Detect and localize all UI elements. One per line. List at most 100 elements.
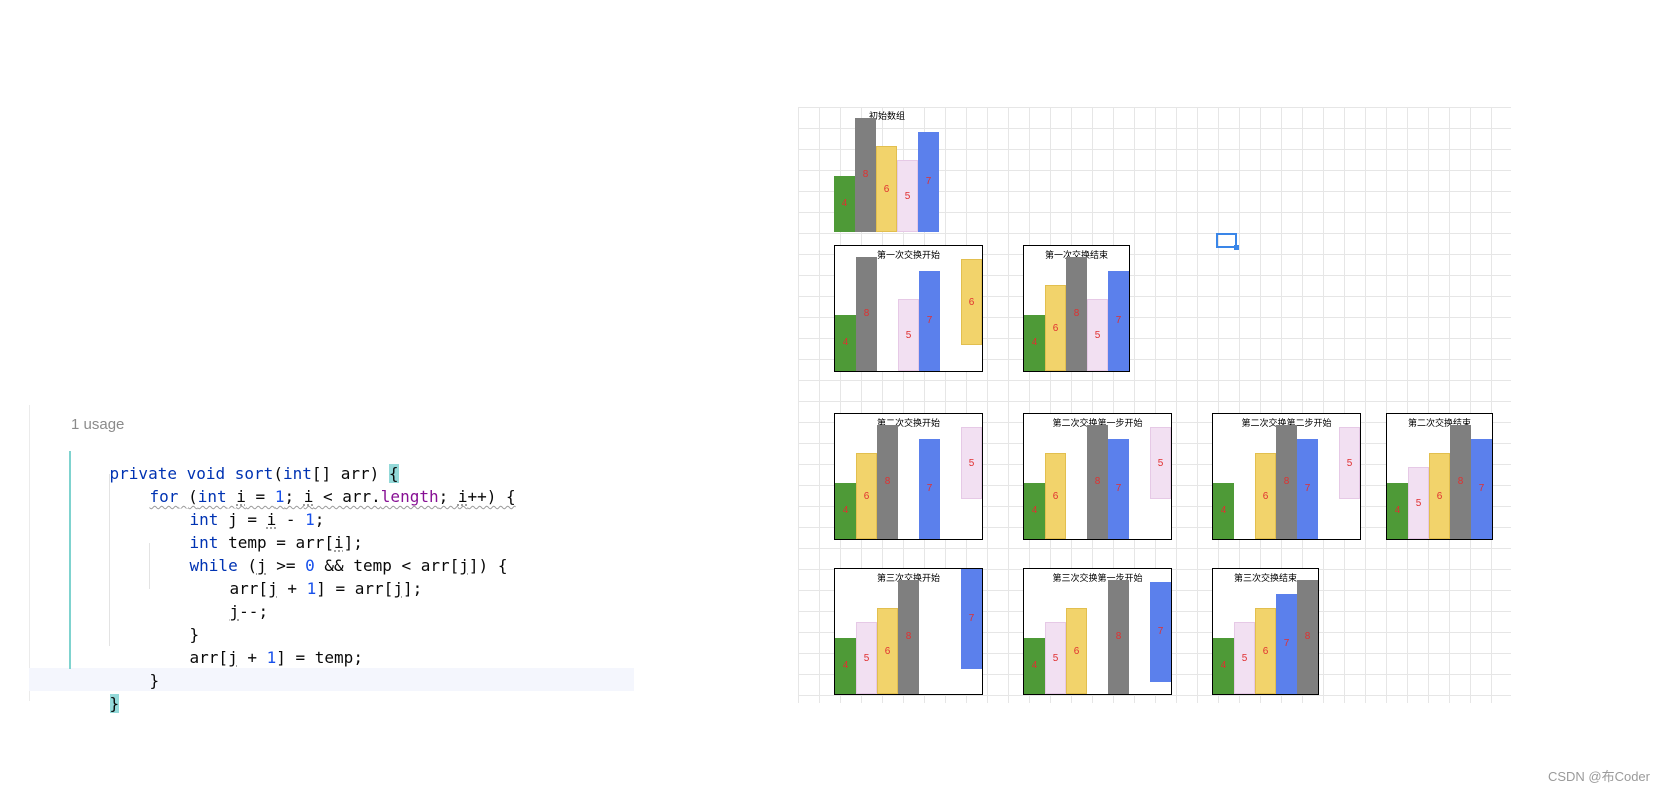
array-bar-gray[interactable]: 8 (1066, 257, 1087, 371)
array-bar-green[interactable]: 4 (835, 315, 856, 371)
swap-step-panel[interactable]: 第三次交换第一步开始 4 5 6 8 7 (1023, 568, 1172, 695)
code-line-3[interactable]: int j = i - 1; (151, 485, 325, 529)
variable-i: i (334, 533, 344, 552)
array-bar-yellow[interactable]: 6 (1045, 453, 1066, 539)
array-bar-yellow[interactable]: 6 (1255, 608, 1276, 694)
array-bar-green[interactable]: 4 (1024, 638, 1045, 694)
code-editor[interactable]: 1 usage private void sort(int[] arr) { f… (29, 405, 634, 713)
swap-step-panel[interactable]: 第三次交换结束 4 5 6 7 8 (1212, 568, 1319, 695)
bar-value-label: 6 (1073, 646, 1080, 657)
array-bar-gray[interactable]: 8 (898, 580, 919, 694)
array-bar-gray[interactable]: 8 (1108, 580, 1129, 694)
code-token: ( (273, 464, 283, 483)
variable-i: i (266, 510, 277, 529)
array-bar-green[interactable]: 4 (835, 638, 856, 694)
swap-step-panel[interactable]: 第二次交换第二步开始 4 6 8 7 5 (1212, 413, 1361, 540)
resize-handle[interactable] (1234, 245, 1239, 250)
array-bar-pink[interactable]: 5 (897, 160, 918, 232)
array-bar-yellow[interactable]: 6 (876, 146, 897, 232)
indent-guide-method (69, 451, 71, 669)
array-bar-pink[interactable]: 5 (1150, 427, 1171, 499)
code-token: ( (237, 556, 257, 575)
array-bar-green[interactable]: 4 (1024, 315, 1045, 371)
keyword-for: for (149, 487, 179, 506)
bar-value-label: 6 (1262, 646, 1269, 657)
variable-j: j (256, 556, 267, 575)
swap-step-panel[interactable]: 第三次交换开始 4 5 6 8 7 (834, 568, 983, 695)
array-bar-blue[interactable]: 7 (918, 132, 939, 232)
bar-value-label: 8 (1304, 631, 1311, 642)
code-line-6[interactable]: arr[j + 1] = arr[j]; (191, 554, 423, 598)
array-bar-green[interactable]: 4 (1024, 483, 1045, 539)
array-bar-gray[interactable]: 8 (1276, 425, 1297, 539)
warning-squiggle: for (int i = 1; i < arr.length; i++) { (150, 487, 516, 506)
array-bar-pink[interactable]: 5 (1339, 427, 1360, 499)
array-bar-yellow[interactable]: 6 (1429, 453, 1450, 539)
code-line-9[interactable]: arr[j + 1] = temp; (151, 623, 363, 667)
swap-step-panel[interactable]: 初始数组 4 8 6 5 7 (834, 107, 940, 232)
keyword-int: int (282, 464, 312, 483)
array-bar-pink[interactable]: 5 (898, 299, 919, 371)
code-line-4[interactable]: int temp = arr[i]; (151, 508, 363, 552)
code-line-5[interactable]: while (j >= 0 && temp < arr[j]) { (151, 531, 508, 575)
array-bar-gray[interactable]: 8 (1297, 580, 1318, 694)
code-line-8[interactable]: } (151, 600, 200, 644)
array-bar-blue[interactable]: 7 (1276, 594, 1297, 694)
code-line-2[interactable]: for (int i = 1; i < arr.length; i++) { (111, 462, 516, 506)
swap-step-panel[interactable]: 第一次交换结束 4 6 8 5 7 (1023, 245, 1130, 372)
array-bar-pink[interactable]: 5 (1045, 622, 1066, 694)
code-line-1[interactable]: private void sort(int[] arr) { (71, 439, 399, 483)
array-bar-blue[interactable]: 7 (1150, 582, 1171, 682)
array-bar-gray[interactable]: 8 (855, 118, 876, 232)
swap-step-panel[interactable]: 第一次交换开始 4 8 5 7 6 (834, 245, 983, 372)
array-bar-pink[interactable]: 5 (1234, 622, 1255, 694)
keyword-while: while (189, 556, 238, 575)
array-bar-yellow[interactable]: 6 (856, 453, 877, 539)
code-line-11[interactable]: } (71, 669, 120, 713)
method-name-sort: sort (234, 464, 274, 483)
array-bar-gray[interactable]: 8 (1087, 425, 1108, 539)
array-bar-green[interactable]: 4 (834, 176, 855, 232)
array-bar-gray[interactable]: 8 (856, 257, 877, 371)
selected-shape[interactable] (1216, 233, 1237, 248)
array-bar-blue[interactable]: 7 (1108, 439, 1129, 539)
array-bar-blue[interactable]: 7 (919, 439, 940, 539)
array-bar-yellow[interactable]: 6 (961, 259, 982, 345)
array-bar-blue[interactable]: 7 (961, 569, 982, 669)
bar-value-label: 6 (968, 297, 975, 308)
code-line-10[interactable]: } (111, 646, 160, 690)
current-line-highlight (29, 668, 634, 691)
array-bar-yellow[interactable]: 6 (1066, 608, 1087, 694)
array-bar-pink[interactable]: 5 (1408, 467, 1429, 539)
bar-value-label: 4 (1394, 505, 1401, 516)
panel-title: 第三次交换开始 (876, 574, 940, 584)
swap-step-panel[interactable]: 第二次交换结束 4 5 6 8 7 (1386, 413, 1493, 540)
array-bar-yellow[interactable]: 6 (1255, 453, 1276, 539)
array-bar-green[interactable]: 4 (1213, 483, 1234, 539)
array-bar-gray[interactable]: 8 (877, 425, 898, 539)
code-token: + (277, 579, 307, 598)
array-bar-green[interactable]: 4 (1387, 483, 1408, 539)
array-bar-pink[interactable]: 5 (1087, 299, 1108, 371)
array-bar-blue[interactable]: 7 (1471, 439, 1492, 539)
code-line-7[interactable]: j--; (191, 577, 269, 621)
bar-value-label: 5 (904, 191, 911, 202)
array-bar-blue[interactable]: 7 (919, 271, 940, 371)
code-token: } (149, 671, 160, 690)
array-bar-yellow[interactable]: 6 (1045, 285, 1066, 371)
array-bar-pink[interactable]: 5 (961, 427, 982, 499)
usage-hint[interactable]: 1 usage (71, 416, 125, 433)
array-bar-yellow[interactable]: 6 (877, 608, 898, 694)
array-bar-pink[interactable]: 5 (856, 622, 877, 694)
array-bar-blue[interactable]: 7 (1297, 439, 1318, 539)
array-bar-green[interactable]: 4 (1213, 638, 1234, 694)
swap-step-panel[interactable]: 第二次交换第一步开始 4 6 8 7 5 (1023, 413, 1172, 540)
bar-value-label: 4 (841, 198, 848, 209)
array-bar-green[interactable]: 4 (835, 483, 856, 539)
code-token: ] = arr[ (316, 579, 394, 598)
variable-j: j (229, 602, 240, 621)
swap-step-panel[interactable]: 第二次交换开始 4 6 8 7 5 (834, 413, 983, 540)
bar-value-label: 5 (905, 330, 912, 341)
array-bar-gray[interactable]: 8 (1450, 425, 1471, 539)
array-bar-blue[interactable]: 7 (1108, 271, 1129, 371)
